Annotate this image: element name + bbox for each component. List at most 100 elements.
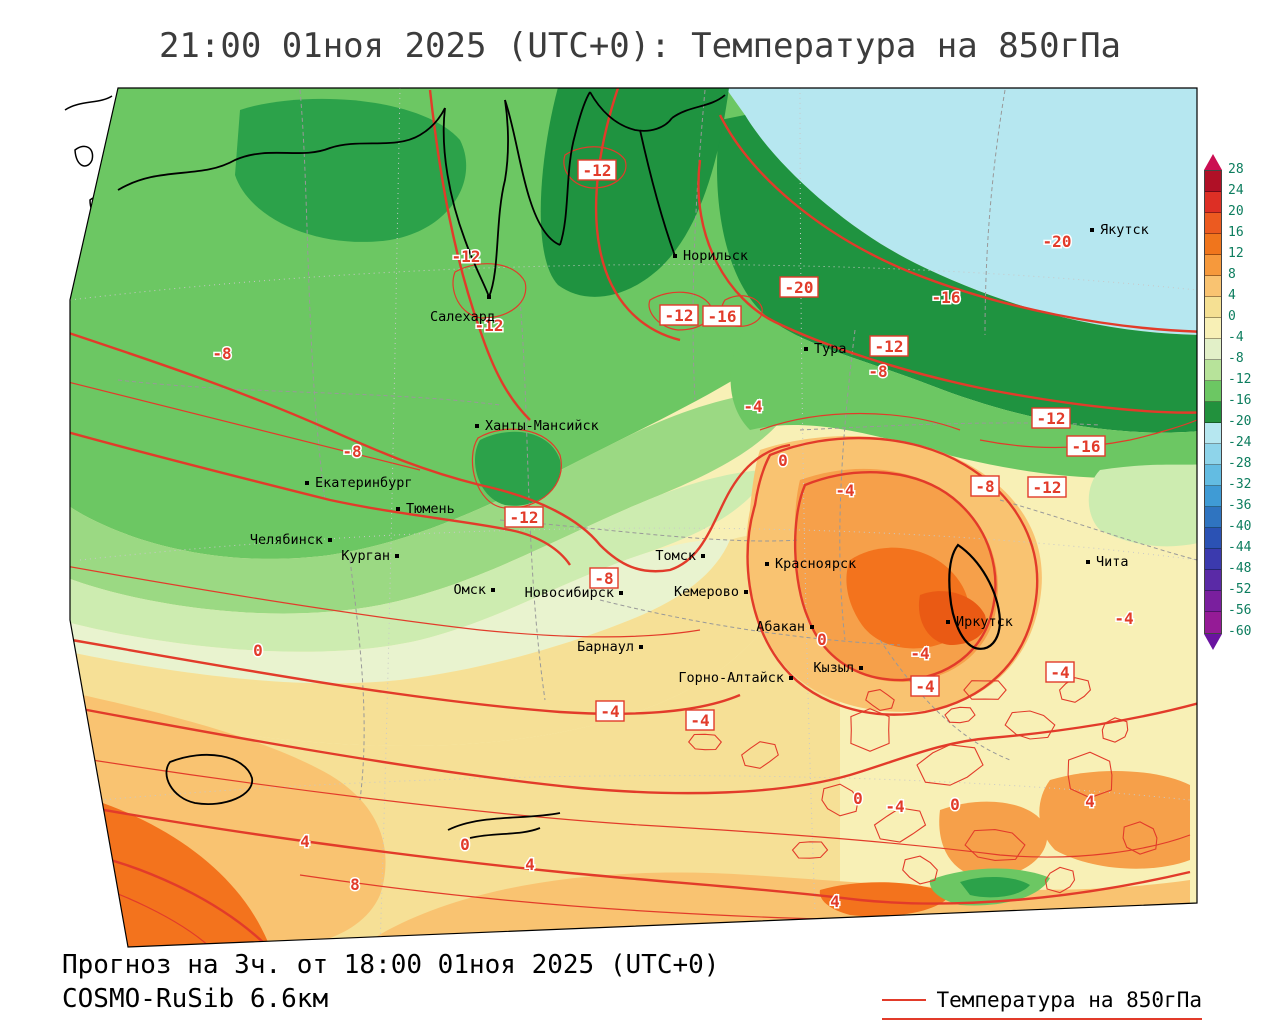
- city-label: Томск: [655, 548, 696, 564]
- colorbar-segment: [1205, 381, 1221, 402]
- colorbar-segment: [1205, 255, 1221, 276]
- contour-label: -4: [742, 396, 764, 418]
- colorbar-segment: [1205, 528, 1221, 549]
- minor-contour-loop: [1122, 821, 1158, 855]
- contour-label-box: [589, 567, 619, 589]
- city-marker: Абакан: [756, 619, 814, 635]
- contour-label-box: [1066, 435, 1106, 457]
- contour-label-text: 4: [525, 855, 535, 874]
- contour-label-text: -4: [835, 481, 854, 500]
- contour-label-box: [970, 475, 1000, 497]
- contour-label-text: 4: [1085, 792, 1095, 811]
- contour-label-text: 0: [778, 451, 788, 470]
- contour-label: -4: [595, 700, 625, 722]
- city-label: Барнаул: [577, 639, 634, 655]
- colorbar-tick-label: -32: [1228, 477, 1252, 492]
- contour-label-box: [869, 335, 909, 357]
- city-label: Иркутск: [956, 614, 1013, 630]
- colorbar-tick-label: 24: [1228, 183, 1244, 198]
- contour-label: -16: [930, 287, 962, 309]
- contour-label: -20: [1041, 231, 1073, 253]
- colorbar-segment: [1205, 570, 1221, 591]
- contour-label-text: 0: [817, 630, 827, 649]
- admin-boundaries: [117, 89, 1197, 801]
- minor-contour-loop: [850, 708, 890, 752]
- contour-label-text: -16: [1072, 437, 1101, 456]
- colorbar-segment: [1205, 276, 1221, 297]
- colorbar-segment: [1205, 360, 1221, 381]
- colorbar-tick-label: 0: [1228, 309, 1236, 324]
- colorbar-tick-label: -52: [1228, 582, 1252, 597]
- colorbar-segment: [1205, 507, 1221, 528]
- city-marker: Челябинск: [250, 532, 332, 548]
- colorbar-tick-label: -28: [1228, 456, 1252, 471]
- contour-label-box: [1027, 476, 1067, 498]
- city-dot-icon: [810, 625, 814, 629]
- minor-contour-loop: [963, 680, 1007, 700]
- contour-label: 0: [949, 794, 962, 816]
- contour-label-text: -12: [583, 161, 612, 180]
- page-title: 21:00 01ноя 2025 (UTC+0): Температура на…: [158, 26, 1122, 66]
- contour-label-text: -20: [1043, 232, 1072, 251]
- contour-label-text: -4: [915, 677, 934, 696]
- contour-label-box: [504, 506, 544, 528]
- colorbar-tick-label: -20: [1228, 414, 1252, 429]
- colorbar-tick-label: -24: [1228, 435, 1252, 450]
- contour-label: -20: [779, 276, 819, 298]
- colorbar-scale: [1204, 170, 1222, 634]
- contour-label: -4: [884, 796, 906, 818]
- contour-label: 0: [777, 450, 790, 472]
- minor-contour-loop: [1067, 751, 1113, 799]
- city-dot-icon: [487, 295, 491, 299]
- colorbar-segment: [1205, 213, 1221, 234]
- legend-label: Температура на 850гПа: [936, 988, 1202, 1012]
- city-marker: Екатеринбург: [305, 475, 413, 491]
- contour-label: -12: [1027, 476, 1067, 498]
- city-label: Новосибирск: [525, 585, 614, 601]
- city-label: Красноярск: [775, 556, 856, 572]
- temperature-contours: [70, 88, 1197, 947]
- city-marker: Кызыл: [813, 660, 863, 676]
- minor-contour-loop: [1101, 717, 1129, 743]
- contour-label: 4: [829, 891, 842, 913]
- colorbar-tick-label: 8: [1228, 267, 1236, 282]
- colorbar-tick-label: -8: [1228, 351, 1244, 366]
- colorbar-segment: [1205, 486, 1221, 507]
- contour-label: 0: [816, 629, 829, 651]
- city-label: Ханты-Мансийск: [485, 418, 599, 434]
- colorbar-tick-label: -56: [1228, 603, 1252, 618]
- city-marker: Ханты-Мансийск: [475, 418, 599, 434]
- colorbar: 28 24 20 16 12 8 4 0 -4 -8 -12 -16 -20 -24 -28 -32 -36 -4…: [1204, 154, 1274, 650]
- colorbar-segment: [1205, 591, 1221, 612]
- colorbar-segment: [1205, 402, 1221, 423]
- city-dot-icon: [491, 588, 495, 592]
- contour-label-text: -12: [875, 337, 904, 356]
- colorbar-segment: [1205, 234, 1221, 255]
- city-label: Кемерово: [674, 584, 739, 600]
- colorbar-tick-label: 4: [1228, 288, 1236, 303]
- colorbar-segment: [1205, 549, 1221, 570]
- colorbar-tick-label: -36: [1228, 498, 1252, 513]
- contour-label-text: -4: [600, 702, 619, 721]
- city-label: Абакан: [756, 619, 805, 635]
- contour-label-text: -12: [452, 247, 481, 266]
- colorbar-tick-label: -40: [1228, 519, 1252, 534]
- city-marker: Горно-Алтайск: [678, 670, 793, 686]
- city-label: Кызыл: [813, 660, 854, 676]
- minor-contour-loop: [964, 829, 1026, 861]
- colorbar-segment: [1205, 297, 1221, 318]
- city-marker: Иркутск: [946, 614, 1013, 630]
- colorbar-arrow-up-icon: [1204, 154, 1222, 170]
- map-legend: Температура на 850гПа: [882, 988, 1202, 1020]
- contour-label-box: [1031, 407, 1071, 429]
- city-dot-icon: [328, 538, 332, 542]
- contour-label: 0: [852, 788, 865, 810]
- minor-contour-loop: [791, 841, 829, 859]
- contour-label-text: 0: [950, 795, 960, 814]
- contour-label: -4: [909, 643, 931, 665]
- contour-label: 8: [349, 874, 362, 896]
- city-dot-icon: [765, 562, 769, 566]
- colorbar-segment: [1205, 465, 1221, 486]
- city-label: Екатеринбург: [315, 475, 413, 491]
- city-marker: Красноярск: [765, 556, 856, 572]
